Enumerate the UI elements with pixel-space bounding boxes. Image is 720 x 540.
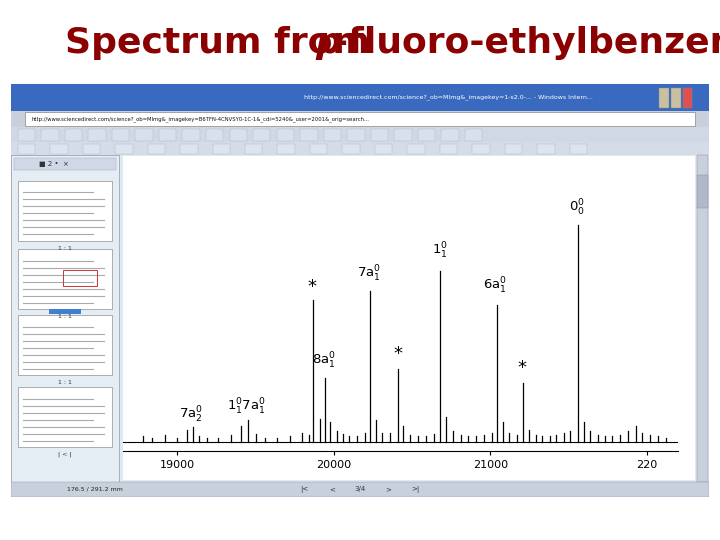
Text: >|: >| xyxy=(412,486,420,493)
Bar xyxy=(112,129,130,141)
Bar xyxy=(180,144,197,153)
Bar xyxy=(148,144,165,153)
Bar xyxy=(50,144,68,153)
Text: *: * xyxy=(393,345,402,363)
Text: *: * xyxy=(518,359,527,377)
Bar xyxy=(49,309,81,314)
Text: Spectrum from: Spectrum from xyxy=(65,26,382,60)
Bar xyxy=(394,129,412,141)
Bar xyxy=(440,144,457,153)
Bar xyxy=(11,155,119,482)
Bar xyxy=(63,269,96,286)
Bar xyxy=(18,181,112,241)
Text: -fluoro-ethylbenzene: -fluoro-ethylbenzene xyxy=(333,26,720,60)
Text: | < |: | < | xyxy=(58,452,71,457)
Bar xyxy=(11,155,709,497)
Text: 176.5 / 291.2 mm: 176.5 / 291.2 mm xyxy=(67,487,122,492)
Text: p: p xyxy=(315,26,341,60)
Bar xyxy=(472,144,490,153)
Text: 1 : 1: 1 : 1 xyxy=(58,246,71,251)
Bar xyxy=(230,129,247,141)
Bar xyxy=(83,144,100,153)
Text: 0$_0^0$: 0$_0^0$ xyxy=(570,198,585,218)
Bar xyxy=(182,129,200,141)
Text: 1$_1^0$: 1$_1^0$ xyxy=(431,241,447,261)
Text: <: < xyxy=(329,487,335,492)
Text: |<: |< xyxy=(300,486,308,493)
Bar xyxy=(465,129,482,141)
Text: 6a$_1^0$: 6a$_1^0$ xyxy=(483,275,507,296)
Bar xyxy=(18,144,35,153)
Bar xyxy=(11,127,709,141)
Text: 1 : 1: 1 : 1 xyxy=(58,314,71,319)
Bar xyxy=(408,144,425,153)
Text: 7a$_1^0$: 7a$_1^0$ xyxy=(357,264,381,284)
Bar xyxy=(300,129,318,141)
Text: http://www.sciencedirect.com/science?_ob=MImg&_imagekey=1-s2.0-... - Windows Int: http://www.sciencedirect.com/science?_ob… xyxy=(304,94,593,100)
Bar xyxy=(65,129,82,141)
Bar xyxy=(342,144,360,153)
Bar xyxy=(253,129,271,141)
Bar xyxy=(206,129,223,141)
Bar xyxy=(277,144,295,153)
Bar xyxy=(418,129,435,141)
Bar xyxy=(671,88,680,109)
Text: >: > xyxy=(385,487,391,492)
Bar xyxy=(14,158,115,171)
Bar xyxy=(18,315,112,375)
Bar xyxy=(697,174,708,207)
Bar xyxy=(212,144,230,153)
Bar xyxy=(18,387,112,447)
Bar xyxy=(18,129,35,141)
Bar xyxy=(310,144,328,153)
Text: 3/4: 3/4 xyxy=(354,487,366,492)
Text: Laboratory of Molecular Spectroscopy & Nano Materials, Pusan National University: Laboratory of Molecular Spectroscopy & N… xyxy=(0,514,720,528)
Bar xyxy=(11,84,709,111)
Bar xyxy=(505,144,522,153)
Bar xyxy=(18,249,112,309)
Bar xyxy=(115,144,132,153)
Bar xyxy=(659,88,669,109)
Bar xyxy=(41,129,59,141)
Bar xyxy=(323,129,341,141)
Text: 7a$_2^0$: 7a$_2^0$ xyxy=(179,405,203,425)
Bar xyxy=(135,129,153,141)
Bar xyxy=(89,129,106,141)
Bar xyxy=(11,111,709,127)
Bar xyxy=(11,482,709,497)
Bar xyxy=(24,112,696,126)
Bar xyxy=(697,155,708,482)
Bar xyxy=(537,144,554,153)
Bar xyxy=(375,144,392,153)
Bar xyxy=(276,129,294,141)
Text: ■ 2 •  ×: ■ 2 • × xyxy=(39,161,68,167)
Text: 1 : 1: 1 : 1 xyxy=(58,380,71,385)
Bar xyxy=(11,141,709,155)
Text: *: * xyxy=(307,278,317,296)
Bar xyxy=(122,156,696,480)
Bar xyxy=(570,144,587,153)
Bar xyxy=(683,88,693,109)
Bar xyxy=(441,129,459,141)
Bar xyxy=(347,129,364,141)
Bar xyxy=(11,482,709,497)
Text: 1$_1^0$7a$_1^0$: 1$_1^0$7a$_1^0$ xyxy=(227,397,266,417)
Bar xyxy=(245,144,262,153)
Text: 8a$_1^0$: 8a$_1^0$ xyxy=(312,351,336,371)
Bar xyxy=(159,129,176,141)
Bar xyxy=(371,129,388,141)
Text: http://www.sciencedirect.com/science?_ob=MImg&_imagekey=B6TFN-4CNVSY0-1C-1&_cdi=: http://www.sciencedirect.com/science?_ob… xyxy=(32,116,369,122)
